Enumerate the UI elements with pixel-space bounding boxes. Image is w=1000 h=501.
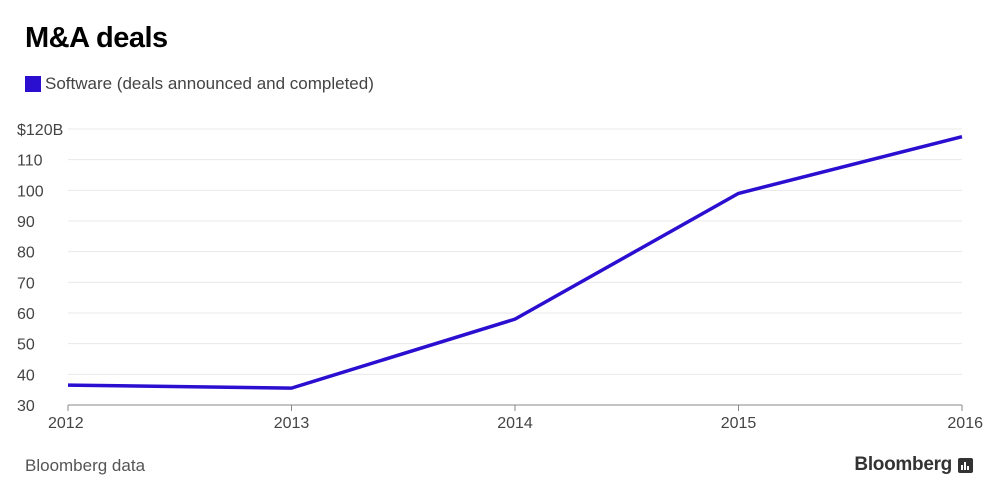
- x-tick-label: 2016: [947, 415, 983, 432]
- y-tick-label: 110: [17, 153, 43, 170]
- y-tick-label: 30: [17, 398, 35, 415]
- legend-label: Software (deals announced and completed): [45, 74, 374, 93]
- brand-name: Bloomberg: [854, 454, 952, 475]
- chart-title: M&A deals: [25, 22, 168, 54]
- y-tick-label: 60: [17, 306, 35, 323]
- x-axis-ticks: 2012 2013 2014 2015 2016: [48, 404, 983, 432]
- y-axis-ticks: 30 40 50 60 70 80 90 100 110 $120B: [17, 122, 63, 415]
- x-tick-label: 2012: [48, 415, 84, 432]
- y-tick-label: 80: [17, 245, 35, 262]
- y-tick-label: 40: [17, 367, 35, 384]
- y-tick-label: 100: [17, 183, 44, 200]
- y-tick-label: $120B: [17, 122, 63, 139]
- legend-swatch: [25, 76, 41, 92]
- series-group: [67, 134, 963, 390]
- series-line: [67, 134, 963, 390]
- brand-logo: Bloomberg: [854, 454, 973, 476]
- source-note: Bloomberg data: [25, 456, 146, 475]
- y-tick-label: 50: [17, 337, 35, 354]
- y-tick-label: 90: [17, 214, 35, 231]
- grid-lines: [68, 128, 962, 375]
- bar-chart-icon: [958, 457, 973, 473]
- x-tick-label: 2013: [274, 415, 310, 432]
- x-tick-label: 2015: [721, 415, 757, 432]
- x-tick-label: 2014: [497, 415, 533, 432]
- legend: Software (deals announced and completed): [25, 74, 374, 94]
- y-tick-label: 70: [17, 275, 35, 292]
